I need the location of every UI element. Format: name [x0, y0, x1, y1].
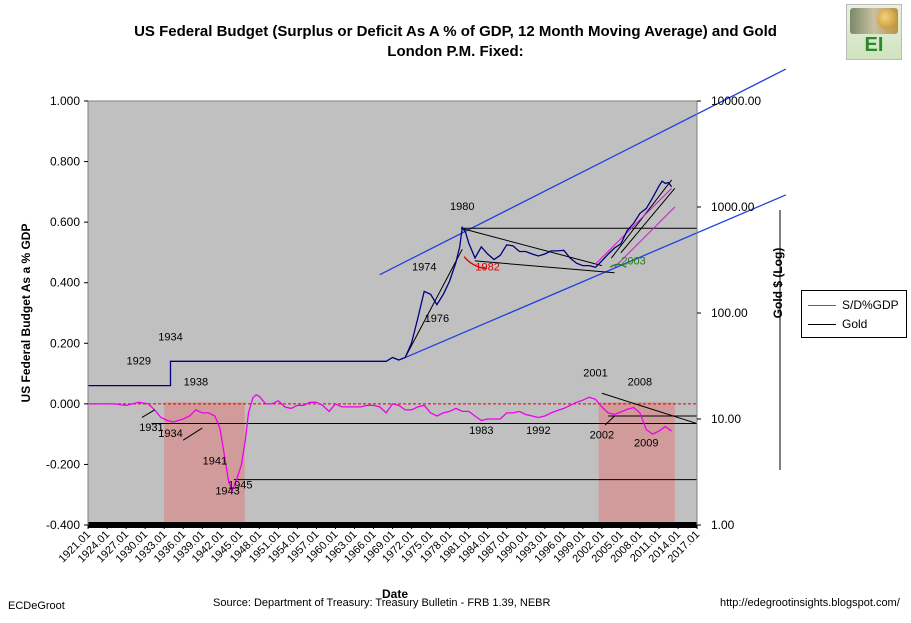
shaded-period: [164, 402, 245, 525]
channel-line-upper: [379, 68, 787, 276]
y-tick-label: 0.200: [50, 336, 80, 350]
y-tick-label: 0.000: [50, 397, 80, 411]
trend-line: [620, 188, 676, 254]
y-tick-label: 0.400: [50, 276, 80, 290]
annotation-label: 1931: [139, 422, 163, 434]
annotation-label: 1992: [526, 425, 550, 437]
annotation-label: 1929: [127, 355, 151, 367]
channel-line-lower: [404, 194, 787, 359]
annotation-label: 1934: [158, 331, 182, 343]
y2-tick-label: 10000.00: [711, 94, 761, 108]
y2-tick-label: 1000.00: [711, 200, 755, 214]
shaded-period: [598, 402, 675, 525]
legend-swatch-budget: [808, 305, 836, 306]
legend-swatch-gold: [808, 324, 836, 325]
trend-line: [610, 179, 673, 259]
annotation-pointer-red: [463, 256, 487, 270]
logo-text: EI: [864, 34, 884, 56]
annotation-label: 2002: [590, 430, 614, 442]
footer-url: http://edegrootinsights.blogspot.com/: [720, 597, 900, 609]
ei-logo: EI: [846, 4, 902, 60]
annotation-label: 1941: [203, 455, 227, 467]
trend-line: [404, 248, 463, 358]
trend-line-magenta: [614, 206, 676, 268]
y2-tick-label: 1.00: [711, 518, 735, 532]
annotation-label: 1974: [412, 262, 436, 274]
y2-tick-label: 100.00: [711, 306, 748, 320]
chart-title-line1: US Federal Budget (Surplus or Deficit As…: [134, 23, 777, 40]
trend-line: [474, 260, 615, 274]
annotation-pointer: [604, 415, 615, 426]
y-tick-label: 0.800: [50, 155, 80, 169]
annotation-label: 1938: [184, 377, 208, 389]
chart-title-line2: London P.M. Fixed:: [387, 43, 524, 60]
trend-line: [460, 227, 602, 267]
annotation-label: 2003: [621, 256, 645, 268]
series-line-gold: [88, 180, 673, 387]
series-line-budget: [88, 394, 672, 492]
annotation-pointer-green: [609, 263, 627, 268]
legend-label-gold: Gold: [842, 317, 868, 331]
annotation-label: 2001: [583, 368, 607, 380]
trend-line: [601, 392, 698, 425]
y-tick-label: -0.400: [46, 518, 80, 532]
y-tick-label: 0.600: [50, 215, 80, 229]
footer-source: Source: Department of Treasury: Treasury…: [213, 597, 551, 609]
annotation-label: 1945: [228, 480, 252, 492]
legend-label-budget: S/D%GDP: [842, 298, 899, 312]
y2-tick-label: 10.00: [711, 412, 741, 426]
annotation-label: 2009: [634, 437, 658, 449]
trend-line-magenta: [595, 187, 672, 265]
annotation-label: 1943: [215, 486, 239, 498]
y2-axis-label: Gold $ (Log): [771, 248, 785, 319]
annotation-label: 1934: [158, 428, 182, 440]
annotation-pointer: [182, 427, 203, 441]
y-axis-label: US Federal Budget As a % GDP: [19, 224, 33, 403]
x-axis-label: Date: [382, 587, 408, 601]
annotation-label: 2008: [628, 377, 652, 389]
annotation-label: 1982: [475, 262, 499, 274]
chart-legend: S/D%GDP Gold: [801, 290, 907, 338]
y-tick-label: 1.000: [50, 94, 80, 108]
gold-coin-icon: [877, 9, 897, 29]
annotation-label: 1980: [450, 201, 474, 213]
y-tick-label: -0.200: [46, 457, 80, 471]
annotation-label: 1976: [425, 313, 449, 325]
annotation-label: 1983: [469, 425, 493, 437]
annotation-pointer: [141, 409, 155, 418]
footer-author: ECDeGroot: [8, 600, 65, 612]
